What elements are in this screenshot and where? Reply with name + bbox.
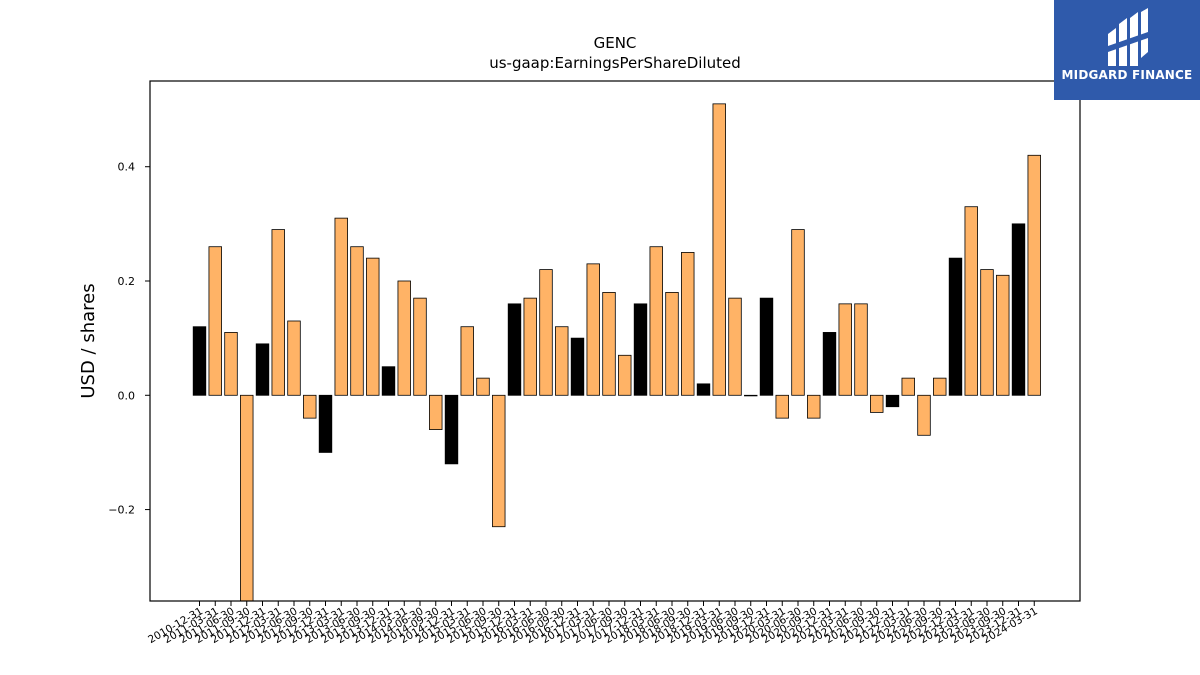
bar-2011-03-31 (208, 246, 222, 396)
bar-2011-09-30 (240, 394, 254, 602)
y-tick-label: 0.4 (118, 161, 136, 174)
bar-2022-06-30 (917, 394, 931, 436)
bar-2010-12-31 (192, 326, 207, 396)
bar-2017-09-30 (618, 354, 632, 396)
bar-2018-12-31 (696, 383, 711, 396)
bar-2014-03-31 (397, 280, 411, 396)
chart-title: GENC (594, 34, 637, 52)
bar-2021-03-31 (838, 303, 852, 396)
bar-2015-12-31 (507, 303, 522, 396)
bar-2020-09-30 (807, 394, 821, 419)
bar-2015-09-30 (492, 394, 506, 528)
y-axis-label: USD / shares (78, 283, 99, 398)
midgard-logo-icon (1108, 8, 1148, 66)
y-ticks: −0.2 0.0 0.2 0.4 (108, 161, 150, 517)
bar-2015-06-30 (476, 377, 490, 396)
bar-2011-06-30 (224, 332, 238, 396)
bar-2018-09-30 (681, 252, 695, 396)
brand-logo: MIDGARD FINANCE (1054, 0, 1200, 100)
bar-2011-12-31 (255, 343, 270, 396)
bar-2024-03-31 (1027, 154, 1041, 396)
y-tick-label: 0.2 (118, 275, 136, 288)
bars-layer (192, 103, 1041, 602)
bar-2020-03-31 (775, 394, 789, 419)
bar-2023-12-31 (1011, 223, 1026, 396)
bar-2019-09-30 (744, 394, 758, 397)
bar-2013-09-30 (366, 257, 380, 396)
bar-2020-06-30 (791, 229, 805, 396)
bar-2012-06-30 (287, 320, 301, 396)
bar-2020-12-31 (822, 332, 837, 396)
plot-frame (149, 80, 1081, 602)
y-tick-label: 0.0 (118, 389, 136, 402)
bar-2019-03-31 (712, 103, 726, 396)
bar-2021-12-31 (885, 394, 900, 408)
bar-2021-06-30 (854, 303, 868, 396)
bar-2012-09-30 (303, 394, 317, 419)
bar-2023-09-30 (996, 274, 1010, 396)
bar-2016-12-31 (570, 337, 585, 396)
bar-2013-12-31 (381, 366, 396, 396)
brand-name: MIDGARD FINANCE (1061, 68, 1193, 82)
bar-2016-06-30 (539, 269, 553, 396)
bar-2017-03-31 (586, 263, 600, 396)
bar-2014-06-30 (413, 297, 427, 396)
bar-2013-06-30 (350, 246, 364, 396)
bar-2014-09-30 (429, 394, 443, 430)
bar-2017-06-30 (602, 292, 616, 396)
bar-2021-09-30 (870, 394, 884, 413)
bar-2018-03-31 (649, 246, 663, 396)
bar-2017-12-31 (633, 303, 648, 396)
bar-2016-03-31 (523, 297, 537, 396)
bar-2012-03-31 (271, 229, 285, 396)
bar-2023-06-30 (980, 269, 994, 396)
bar-2016-09-30 (555, 326, 569, 396)
bar-2023-03-31 (964, 206, 978, 396)
bar-2019-12-31 (759, 297, 774, 396)
bar-2022-03-31 (901, 377, 915, 396)
bar-2018-06-30 (665, 292, 679, 396)
bar-2022-12-31 (948, 257, 963, 396)
bar-2013-03-31 (334, 217, 348, 396)
chart-subtitle: us-gaap:EarningsPerShareDiluted (489, 54, 741, 72)
bar-2012-12-31 (318, 394, 333, 453)
x-ticks: 2010-12-312011-03-312011-06-302011-09-30… (146, 601, 1040, 646)
bar-2019-06-30 (728, 297, 742, 396)
bar-2022-09-30 (933, 377, 947, 396)
bar-2014-12-31 (444, 394, 459, 465)
y-tick-label: −0.2 (108, 504, 135, 517)
bar-2015-03-31 (460, 326, 474, 396)
